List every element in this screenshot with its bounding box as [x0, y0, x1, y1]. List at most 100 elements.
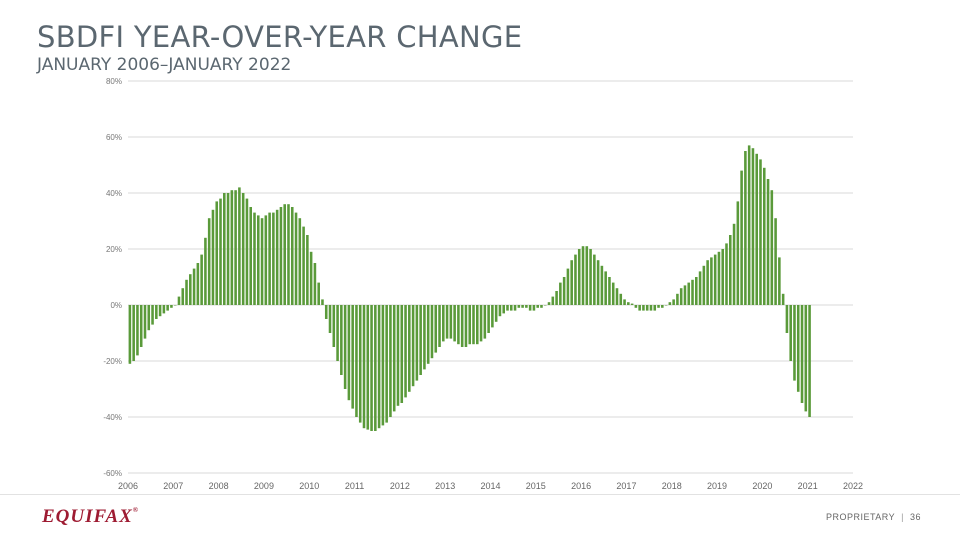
bar: [559, 282, 562, 305]
bar: [668, 302, 672, 305]
footer-info: PROPRIETARY | 36: [826, 512, 921, 522]
bar: [309, 251, 313, 305]
bar: [275, 209, 279, 305]
bar: [173, 305, 177, 306]
bar: [249, 207, 253, 305]
bar: [506, 305, 509, 311]
bar-chart: -60%-40%-20%0%20%40%60%80% 2006 2007 2008 2…: [103, 77, 863, 491]
bar: [290, 207, 294, 305]
bar: [143, 305, 147, 339]
x-tick-label: 2011: [345, 481, 364, 491]
bar: [460, 305, 464, 347]
bar: [642, 305, 645, 311]
footer-separator: |: [901, 512, 904, 522]
bar: [415, 305, 419, 381]
x-tick-label: 2008: [209, 481, 229, 491]
bar: [147, 305, 151, 331]
bar: [238, 187, 241, 305]
bar: [374, 305, 377, 431]
bar: [498, 305, 502, 317]
bar: [778, 257, 781, 305]
bar: [219, 198, 222, 305]
bar: [464, 305, 468, 347]
bar: [747, 145, 751, 305]
bar: [453, 305, 456, 342]
bar: [672, 299, 675, 305]
y-tick-label: -20%: [103, 357, 122, 366]
bar: [408, 305, 411, 392]
bar: [226, 193, 230, 305]
bar: [789, 305, 792, 361]
bar: [608, 277, 611, 305]
bar: [604, 271, 607, 305]
bar: [256, 215, 260, 305]
bar: [574, 254, 577, 305]
bar: [710, 257, 713, 305]
bar: [732, 223, 736, 305]
bar: [808, 305, 811, 417]
bar: [766, 179, 770, 305]
bar: [596, 260, 600, 305]
bar: [449, 305, 453, 339]
bar: [615, 288, 619, 305]
bar: [691, 279, 694, 305]
x-tick-label: 2010: [299, 481, 319, 491]
bar-series: [128, 145, 811, 431]
bar: [698, 271, 702, 305]
y-tick-label: -60%: [103, 469, 122, 478]
bar: [438, 305, 441, 347]
x-tick-label: 2013: [435, 481, 455, 491]
x-tick-label: 2017: [616, 481, 636, 491]
bar: [177, 296, 181, 305]
bar: [181, 288, 185, 305]
bar: [389, 305, 392, 417]
x-tick-label: 2018: [662, 481, 682, 491]
bar: [155, 305, 158, 319]
bar: [457, 305, 460, 345]
logo-registered-mark: ®: [132, 506, 140, 514]
bar: [272, 212, 275, 305]
bar: [419, 305, 422, 375]
bar: [649, 305, 653, 311]
bar: [653, 305, 657, 311]
bar: [796, 305, 800, 392]
x-tick-label: 2009: [254, 481, 274, 491]
bar: [347, 305, 351, 401]
bar: [532, 305, 536, 311]
bar: [328, 305, 332, 333]
bar: [302, 226, 305, 305]
bar: [351, 305, 354, 409]
bar: [611, 282, 615, 305]
x-tick-label: 2020: [752, 481, 772, 491]
bar: [483, 305, 487, 339]
bar: [619, 293, 623, 305]
bar: [706, 260, 709, 305]
bar: [581, 246, 585, 305]
bar: [683, 285, 687, 305]
bar: [241, 193, 245, 305]
bar: [555, 291, 558, 305]
bar: [362, 305, 366, 429]
bar: [404, 305, 407, 398]
bar: [476, 305, 479, 345]
bar: [468, 305, 472, 345]
bar: [445, 305, 449, 339]
bar: [170, 305, 173, 308]
bar: [585, 246, 589, 305]
bar: [189, 274, 192, 305]
bar: [332, 305, 336, 347]
equifax-logo: EQUIFAX®: [42, 506, 139, 528]
bar: [661, 305, 664, 308]
bar: [751, 148, 755, 305]
y-tick-label: 20%: [106, 245, 122, 254]
bar: [736, 201, 740, 305]
bar: [494, 305, 498, 322]
y-tick-label: -40%: [103, 413, 122, 422]
x-tick-label: 2015: [526, 481, 546, 491]
x-tick-label: 2021: [798, 481, 818, 491]
bar: [525, 305, 528, 308]
bar: [740, 170, 743, 305]
x-tick-label: 2007: [163, 481, 183, 491]
bar: [770, 190, 774, 305]
bar: [139, 305, 143, 347]
